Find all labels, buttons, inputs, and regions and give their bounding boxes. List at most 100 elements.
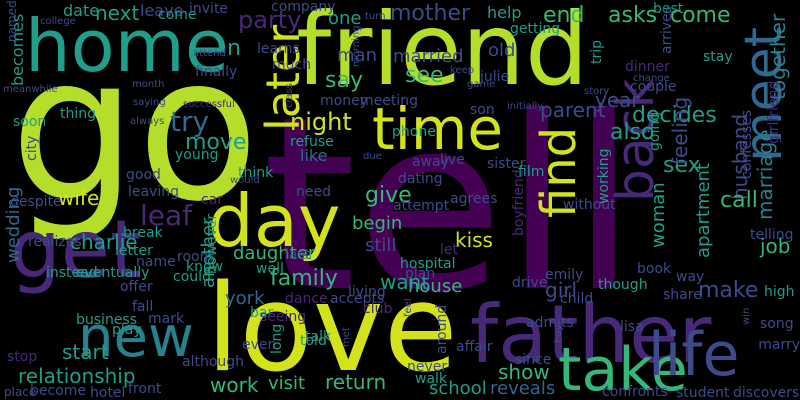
word-think: think: [238, 165, 274, 181]
word-share: share: [663, 287, 702, 303]
word-marry: marry: [758, 337, 800, 353]
word-working: working: [596, 148, 612, 204]
word-boy: boy: [553, 324, 564, 343]
word-still: still: [365, 235, 397, 256]
word-name: name: [136, 254, 176, 270]
word-way: way: [676, 269, 705, 285]
word-well: well: [256, 261, 284, 277]
word-couple: couple: [630, 79, 677, 95]
word-begin: begin: [352, 213, 403, 234]
word-young: young: [175, 147, 219, 163]
word-attend: attend: [193, 48, 226, 59]
word-home: home: [25, 4, 230, 88]
word-high: high: [764, 284, 795, 300]
word-decides: decides: [632, 103, 717, 128]
word-new: new: [78, 305, 194, 370]
word-date: date: [63, 1, 100, 20]
word-best: best: [653, 1, 684, 17]
word-book: book: [637, 261, 672, 277]
word-charlie: charlie: [70, 230, 138, 254]
word-always: always: [130, 116, 165, 127]
word-college: college: [40, 16, 76, 27]
word-end: end: [543, 3, 585, 28]
word-accepts: accepts: [330, 291, 385, 307]
word-money: money: [320, 93, 368, 109]
word-getting: getting: [510, 21, 561, 37]
word-see: see: [405, 63, 444, 88]
word-despite: despite: [10, 194, 62, 210]
word-n: n: [227, 36, 241, 61]
word-lisa: lisa: [620, 319, 644, 335]
word-girl: girl: [545, 278, 578, 302]
word-visit: visit: [268, 373, 306, 394]
word-job: job: [760, 234, 791, 258]
word-house: house: [408, 276, 463, 297]
word-man: man: [337, 45, 377, 66]
word-named: named: [5, 0, 19, 42]
word-much: much: [272, 57, 312, 73]
word-admits: admits: [526, 315, 574, 331]
word-could: could: [173, 269, 211, 285]
word-time: time: [372, 95, 504, 163]
word-parent: parent: [540, 98, 606, 122]
word-tell: tell: [262, 65, 638, 345]
word-stay: stay: [703, 49, 733, 65]
word-song: song: [760, 316, 794, 332]
word-know: know: [186, 259, 223, 275]
word-married: married: [393, 46, 464, 67]
word-story: story: [584, 86, 610, 97]
word-going: going: [647, 111, 663, 151]
word-julie: julie: [480, 69, 510, 85]
word-long: long: [269, 323, 285, 354]
word-soon: soon: [13, 114, 47, 130]
word-learns: learns: [257, 41, 300, 57]
word-confronts: confronts: [602, 384, 668, 400]
word-mother: mother: [390, 1, 471, 26]
word-successful: successful: [183, 99, 235, 110]
word-keep: keep: [450, 65, 475, 76]
word-asks: asks: [608, 3, 658, 28]
word-reveals: reveals: [490, 378, 556, 399]
word-city: city: [24, 135, 40, 161]
word-year: year: [595, 88, 640, 112]
word-trip: trip: [589, 39, 605, 64]
word-would: would: [230, 175, 260, 186]
word-move: move: [185, 130, 247, 155]
word-dance: dance: [285, 291, 328, 307]
word-also: also: [610, 120, 655, 145]
word-due: due: [363, 151, 382, 162]
word-need: need: [296, 184, 331, 200]
word-eventually: eventually: [76, 265, 150, 281]
word-family: family: [270, 266, 338, 291]
word-film: film: [518, 164, 545, 180]
word-arrives: arrives: [659, 6, 675, 54]
word-offer: offer: [120, 279, 153, 295]
word-told: told: [300, 333, 327, 349]
word-apartment: apartment: [693, 162, 714, 258]
word-seeing: seeing: [260, 309, 307, 325]
word-start: start: [62, 340, 109, 364]
word-become: become: [30, 383, 87, 399]
word-party: party: [238, 6, 302, 34]
word-emily: emily: [545, 267, 584, 283]
word-last: last: [285, 247, 311, 263]
word-place: place: [4, 385, 37, 399]
word-boyfriend: boyfriend: [511, 169, 527, 236]
word-letter: letter: [115, 243, 153, 259]
word-hotel: hotel: [90, 385, 126, 400]
word-come: come: [670, 3, 731, 28]
word-drive: drive: [512, 275, 548, 291]
word-company: company: [271, 0, 336, 15]
word-meeting: meeting: [360, 93, 419, 109]
word-agrees: agrees: [450, 191, 498, 207]
word-though: though: [598, 277, 648, 293]
word-let: let: [440, 242, 458, 258]
word-club: club: [363, 301, 393, 317]
word-kiss: kiss: [455, 228, 493, 252]
word-game: game: [467, 79, 496, 90]
word-meanwhile: meanwhile: [3, 84, 58, 95]
word-son: son: [470, 102, 495, 118]
word-come: come: [158, 7, 197, 23]
word-daughter: daughter: [233, 243, 316, 264]
